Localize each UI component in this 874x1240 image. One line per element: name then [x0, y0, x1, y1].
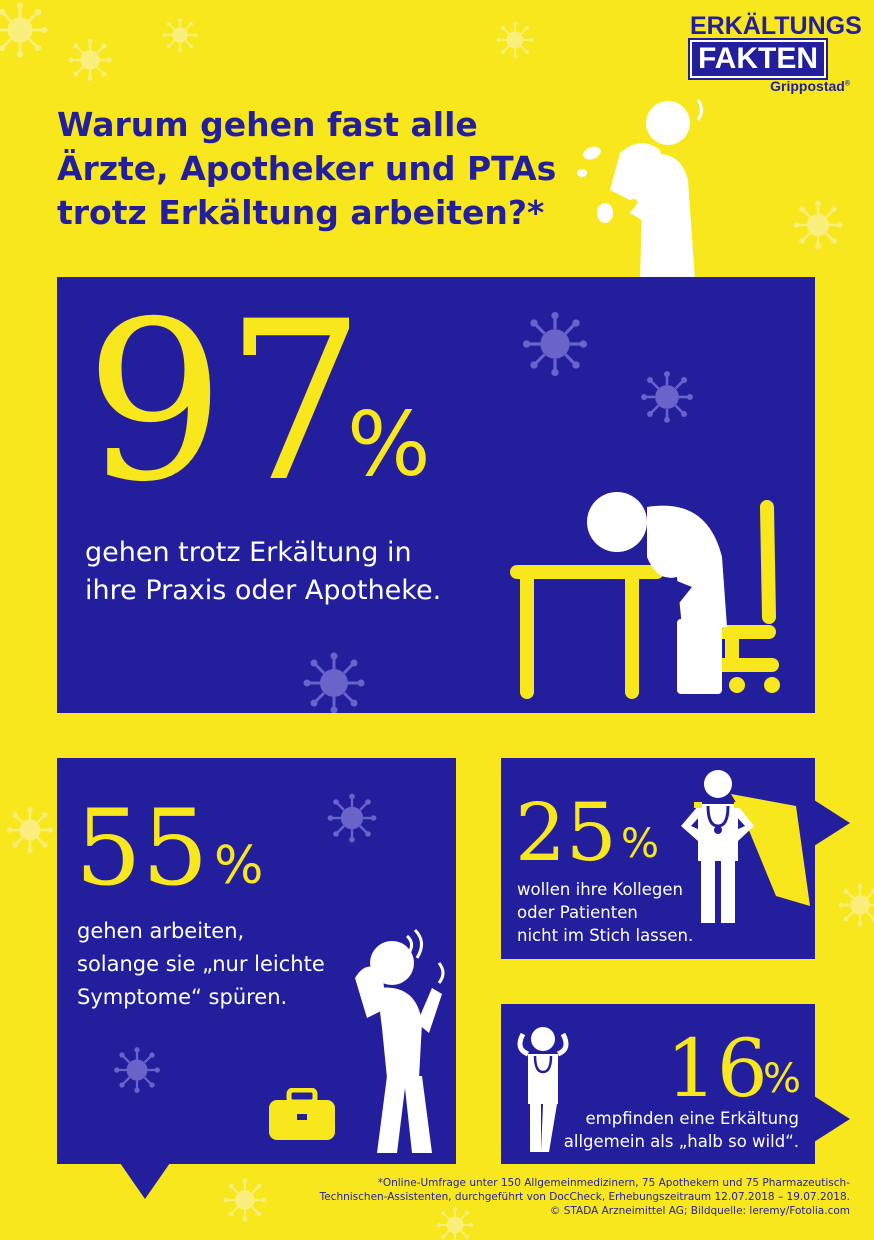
stat-97-text-line2: ihre Praxis oder Apotheke. — [85, 575, 442, 606]
page-title: Warum gehen fast alle Ärzte, Apotheker u… — [57, 105, 557, 232]
footnote-line1: *Online-Umfrage unter 150 Allgemeinmediz… — [377, 1177, 850, 1189]
stat-box-25: 25 % wollen ihre Kollegen oder Patienten… — [501, 758, 815, 959]
speech-pointer — [814, 800, 850, 846]
speech-pointer — [814, 1096, 850, 1142]
speech-pointer — [120, 1163, 170, 1199]
stat-16-text-line2: allgemein als „halb so wild“. — [563, 1132, 799, 1151]
stat-16-number: 16 — [666, 1022, 768, 1115]
stat-97-unit: % — [347, 393, 431, 496]
relaxed-doctor-icon — [517, 1027, 569, 1152]
superhero-doctor-icon — [681, 770, 810, 923]
tired-person-at-desk-icon — [510, 492, 780, 699]
stat-55-text-line3: Symptome“ spüren. — [77, 985, 288, 1009]
sneezing-person-icon — [577, 99, 703, 280]
footnote-line2: Technischen-Assistenten, durchgeführt vo… — [319, 1191, 850, 1203]
logo-brand: Grippostad® — [770, 78, 850, 94]
stat-box-55: 55 % gehen arbeiten, solange sie „nur le… — [57, 758, 456, 1164]
stat-25-number: 25 — [515, 786, 617, 879]
stat-25-text-line1: wollen ihre Kollegen — [517, 880, 683, 899]
medical-bag-icon — [269, 1088, 335, 1140]
stat-97-number: 97 — [85, 274, 365, 530]
stat-25-text-line3: nicht im Stich lassen. — [517, 926, 694, 945]
stat-25-unit: % — [621, 821, 660, 867]
stat-16-text-line1: empfinden eine Erkältung — [585, 1109, 800, 1128]
stat-box-97: 97 % gehen trotz Erkältung in ihre Praxi… — [57, 277, 815, 713]
footnote: *Online-Umfrage unter 150 Allgemeinmediz… — [230, 1176, 850, 1218]
logo-line1: ERKÄLTUNGS — [690, 12, 862, 40]
coughing-person-icon — [355, 928, 445, 1153]
stat-box-16: 16 % empfinden eine Erkältung allgemein … — [501, 1004, 815, 1164]
stat-16-unit: % — [763, 1056, 802, 1102]
stat-55-unit: % — [214, 836, 264, 896]
stat-55-text-line2: solange sie „nur leichte — [77, 952, 325, 976]
stat-55-text-line1: gehen arbeiten, — [77, 919, 245, 943]
stat-55-number: 55 — [75, 787, 209, 909]
brand-logo: ERKÄLTUNGS FAKTEN Grippostad® — [688, 12, 862, 94]
logo-line2: FAKTEN — [688, 38, 828, 80]
footnote-line3: © STADA Arzneimittel AG; Bildquelle: ler… — [549, 1205, 850, 1217]
stat-97-text-line1: gehen trotz Erkältung in — [85, 537, 412, 568]
stat-25-text-line2: oder Patienten — [517, 903, 638, 922]
